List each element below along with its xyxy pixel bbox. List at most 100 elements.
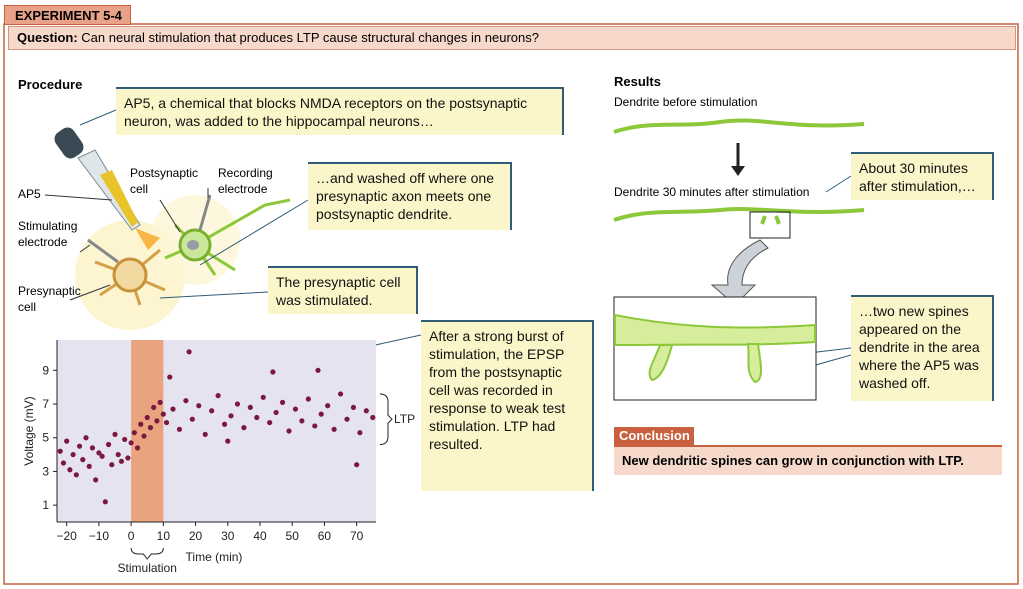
dropper	[54, 127, 160, 250]
stimulation-bracket	[130, 547, 164, 560]
data-point	[109, 462, 115, 468]
data-point	[286, 428, 292, 434]
callout: About 30 minutes after stimulation,…	[851, 152, 994, 200]
ltp-bracket	[379, 393, 393, 445]
experiment-tab: EXPERIMENT 5-4	[4, 5, 131, 25]
data-point	[325, 403, 331, 409]
data-point	[115, 451, 121, 458]
data-point	[331, 426, 337, 432]
data-point	[344, 416, 350, 422]
data-point	[318, 411, 324, 417]
dendrite-after	[613, 207, 865, 225]
x-tick-label: 50	[286, 529, 300, 543]
stimulating-electrode	[87, 238, 119, 264]
zoom-box	[749, 211, 791, 239]
data-point	[337, 391, 344, 397]
data-point	[89, 445, 96, 451]
data-point	[99, 453, 105, 459]
data-point	[157, 399, 163, 405]
x-tick-label: 0	[128, 529, 135, 543]
y-tick-label: 7	[42, 397, 49, 411]
data-point	[141, 433, 147, 439]
data-point	[241, 425, 247, 431]
data-point	[312, 423, 318, 429]
data-point	[105, 441, 112, 448]
data-point	[154, 418, 160, 424]
data-point	[225, 438, 231, 444]
label-ap5: AP5	[18, 187, 41, 201]
data-point	[76, 443, 83, 449]
data-point	[221, 421, 228, 427]
recording-electrode	[198, 194, 212, 231]
x-tick-label: −10	[89, 529, 110, 543]
procedure-title: Procedure	[18, 77, 83, 92]
data-point	[247, 404, 253, 411]
data-point	[163, 419, 170, 426]
label-postsynaptic: Postsynaptic cell	[130, 166, 199, 196]
x-tick-label: 70	[350, 529, 364, 543]
callout: After a strong burst of stimulation, the…	[421, 320, 594, 491]
data-point	[170, 406, 176, 412]
data-point	[64, 438, 70, 444]
question: Can neural stimulation that produces LTP…	[81, 30, 539, 45]
callout: AP5, a chemical that blocks NMDA recepto…	[116, 87, 564, 135]
conclusion-label: Conclusion	[614, 427, 694, 445]
label-recording: Recording electrode	[218, 166, 273, 196]
plot-area	[57, 340, 376, 522]
label-stimulating: Stimulating electrode	[18, 219, 78, 249]
data-point	[202, 431, 208, 437]
data-point	[350, 404, 357, 411]
data-point	[128, 440, 134, 446]
data-point	[176, 426, 183, 432]
data-point	[234, 401, 241, 407]
data-point	[151, 404, 157, 411]
data-point	[270, 369, 276, 375]
data-point	[83, 435, 89, 441]
label-presynaptic: Presynaptic cell	[18, 284, 81, 314]
data-point	[93, 477, 99, 483]
y-tick-label: 3	[42, 464, 49, 478]
x-tick-label: 40	[253, 529, 267, 543]
data-point	[370, 414, 376, 421]
data-point	[215, 393, 221, 399]
x-tick-label: 30	[221, 529, 235, 543]
data-point	[70, 451, 76, 458]
after-label: Dendrite 30 minutes after stimulation	[614, 185, 810, 199]
data-point	[279, 399, 286, 405]
data-point	[144, 414, 150, 421]
conclusion-text: New dendritic spines can grow in conjunc…	[614, 445, 1002, 475]
data-point	[228, 413, 234, 419]
data-point	[60, 460, 67, 466]
data-point	[209, 408, 215, 414]
y-axis-label: Voltage (mV)	[22, 396, 36, 465]
y-tick-label: 1	[42, 498, 49, 512]
data-point	[292, 406, 299, 412]
results-title: Results	[614, 74, 661, 89]
before-label: Dendrite before stimulation	[614, 95, 758, 109]
data-point	[102, 499, 108, 505]
data-point	[86, 463, 92, 469]
postsynaptic-neuron	[164, 198, 291, 276]
presynaptic-neuron	[94, 248, 166, 306]
data-point	[125, 455, 131, 461]
y-tick-label: 5	[42, 431, 49, 445]
zoomed-dendrite	[614, 313, 816, 346]
question-label: Question:	[17, 30, 78, 45]
data-point	[189, 416, 195, 422]
callout: …and washed off where one presynaptic ax…	[308, 162, 512, 230]
stimulation-window	[131, 340, 164, 522]
data-point	[186, 349, 192, 355]
x-tick-label: 20	[189, 529, 203, 543]
data-point	[363, 408, 369, 414]
data-point	[315, 367, 321, 373]
data-point	[305, 396, 311, 402]
frame	[3, 23, 1019, 585]
new-spines	[648, 343, 762, 384]
zoom-view	[613, 296, 817, 401]
data-point	[160, 411, 166, 417]
data-point	[80, 457, 86, 463]
y-tick-label: 9	[42, 363, 49, 377]
data-point	[118, 458, 125, 464]
